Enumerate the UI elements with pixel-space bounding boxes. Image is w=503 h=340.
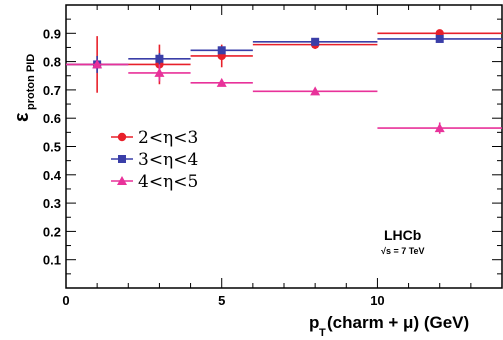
data-point <box>310 86 321 96</box>
legend-marker <box>117 176 127 185</box>
y-tick-label: 0.6 <box>43 111 61 126</box>
data-point <box>311 37 320 46</box>
y-tick-label: 0.3 <box>43 196 61 211</box>
series-3 <box>66 59 502 134</box>
data-point <box>92 59 103 69</box>
y-axis-title-sub: proton PID <box>25 54 37 110</box>
legend-marker <box>118 155 126 163</box>
y-tick-label: 0.8 <box>43 55 61 70</box>
y-axis-title: ε proton PID <box>11 54 37 122</box>
x-axis-title-sub: T <box>319 327 326 339</box>
legend-marker <box>117 132 127 142</box>
energy-label: √s = 7 TeV <box>381 246 425 256</box>
x-axis-title-main: p <box>309 313 319 332</box>
x-axis-title: p T (charm + μ) (GeV) <box>309 313 469 339</box>
legend-label: 4<η<5 <box>138 172 198 192</box>
x-tick-label: 5 <box>218 293 225 308</box>
x-tick-label: 10 <box>370 293 384 308</box>
data-point <box>154 67 165 77</box>
axis-tick-labels: 0 5 10 0.1 0.2 0.3 0.4 0.5 0.6 0.7 0.8 0.9 <box>43 26 385 308</box>
data-point <box>434 123 445 133</box>
data-point <box>155 54 164 63</box>
y-tick-label: 0.4 <box>43 168 62 183</box>
y-tick-label: 0.9 <box>43 26 61 41</box>
plot-frame <box>65 4 503 289</box>
y-tick-label: 0.7 <box>43 83 61 98</box>
y-tick-label: 0.2 <box>43 224 61 239</box>
x-tick-label: 0 <box>62 293 69 308</box>
data-point <box>435 34 444 43</box>
series-2 <box>66 34 502 73</box>
data-point <box>217 46 226 55</box>
legend-label: 2<η<3 <box>138 128 198 148</box>
axis-ticks <box>65 4 503 289</box>
y-tick-label: 0.1 <box>43 253 61 268</box>
y-axis-title-main: ε <box>11 112 33 122</box>
legend-label: 3<η<4 <box>138 150 198 170</box>
data-point <box>216 77 227 87</box>
data-series <box>66 29 502 134</box>
y-tick-label: 0.5 <box>43 140 61 155</box>
legend: 2<η<33<η<44<η<5 <box>111 128 198 192</box>
x-axis-title-rest: (charm + μ) (GeV) <box>327 313 469 332</box>
experiment-label: LHCb <box>384 227 421 243</box>
